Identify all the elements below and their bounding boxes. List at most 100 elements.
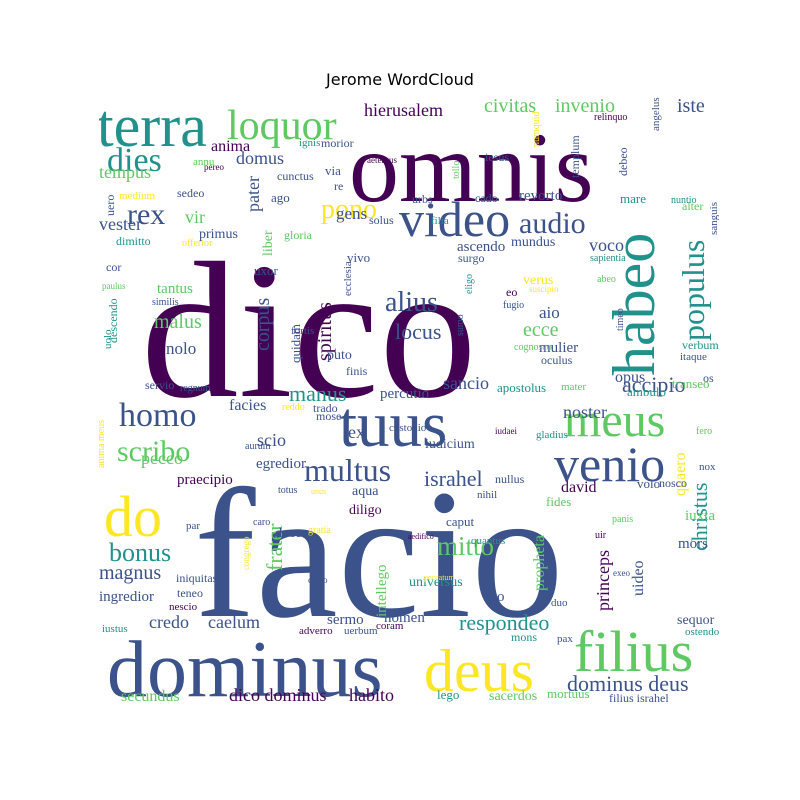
word-aqua: aqua: [352, 484, 379, 499]
word-opus: opus: [615, 369, 645, 386]
word-uero: uero: [103, 195, 117, 216]
word-alter: alter: [682, 199, 703, 213]
word-nihil: nihil: [477, 489, 497, 501]
word-par: par: [186, 520, 200, 532]
word-anima-meus: anima meus: [99, 420, 107, 468]
word-sancio: sancio: [443, 373, 489, 393]
word-manus: manus: [289, 381, 346, 406]
word-deus: deus: [424, 638, 534, 704]
word-re: re: [334, 179, 343, 193]
word-verus: verus: [523, 273, 553, 288]
word-pater: pater: [243, 176, 263, 212]
word-omnis: omnis: [349, 112, 593, 223]
word-pono: pono: [321, 194, 377, 225]
word-noster: noster: [563, 402, 607, 422]
word-percutio: percutio: [380, 386, 429, 402]
word-cognosco: cognosco: [514, 342, 552, 353]
word-mare: mare: [620, 191, 646, 206]
word-alius: alius: [385, 287, 438, 318]
word-aeternus: aeternus: [367, 155, 397, 165]
word-templum: templum: [568, 135, 582, 178]
word-gens: gens: [336, 204, 367, 223]
word-voco: voco: [589, 235, 624, 255]
word-pecco: pecco: [141, 448, 183, 468]
word-nullus: nullus: [495, 472, 525, 486]
word-hierusalem: hierusalem: [364, 100, 443, 120]
word-ago: ago: [271, 190, 290, 205]
word-multus: multus: [304, 452, 391, 488]
word-vester: vester: [99, 214, 142, 234]
word-ascendo: ascendo: [457, 239, 505, 255]
word-uxor: uxor: [254, 263, 279, 278]
word-regnum: regnum: [180, 383, 211, 394]
word-meus: meus: [564, 394, 665, 447]
word-cunctus: cunctus: [277, 169, 314, 183]
word-via: via: [325, 163, 341, 178]
word-quantus: quantus: [471, 535, 505, 547]
word-sto: sto: [487, 589, 505, 605]
word-iste: iste: [677, 96, 705, 117]
word-aio: aio: [539, 303, 560, 322]
word-propheta: propheta: [531, 535, 548, 591]
word-solus: solus: [369, 213, 394, 227]
word-exeo: exeo: [613, 568, 630, 578]
word-egredior: egredior: [256, 456, 306, 472]
word-ambulo: ambulo: [627, 384, 666, 399]
word-nolo: nolo: [166, 339, 196, 358]
word-descendo: descendo: [106, 298, 120, 343]
word-uolo: uolo: [102, 329, 114, 349]
word-caput: caput: [446, 514, 475, 529]
word-sacerdos: sacerdos: [489, 689, 537, 704]
word-gladius: gladius: [536, 429, 568, 441]
word-lego: lego: [437, 687, 459, 702]
word-numquid: numquid: [531, 111, 542, 147]
word-cado: cado: [475, 191, 498, 205]
word-similis: similis: [152, 297, 179, 308]
word-sapientia: sapientia: [590, 253, 626, 264]
word-loquor: loquor: [227, 103, 337, 149]
word-populus: populus: [675, 240, 711, 341]
word-coram: coram: [376, 620, 404, 632]
word-domus: domus: [236, 148, 284, 168]
word-locus: locus: [395, 319, 441, 344]
word-vivo: vivo: [347, 250, 370, 265]
word-facies: facies: [229, 397, 266, 414]
word-relinquo: relinquo: [594, 112, 627, 123]
word-invenio: invenio: [555, 96, 615, 117]
word-malus: malus: [154, 311, 202, 333]
word-fero: fero: [696, 426, 712, 437]
word-magnus: magnus: [99, 562, 161, 584]
wordcloud-canvas: dico facio omnis dominus terra tuus habeo video…: [99, 96, 719, 712]
word-nox: nox: [699, 461, 716, 473]
word-terra: terra: [99, 96, 207, 159]
word-praecipio: praecipio: [177, 472, 233, 488]
word-congrego: congrego: [241, 536, 251, 570]
word-habeo: habeo: [601, 233, 667, 376]
word-scio: scio: [257, 430, 286, 450]
word-christus: christus: [687, 483, 712, 551]
word-mitto: mitto: [437, 531, 494, 561]
word-mose: mose: [316, 409, 341, 423]
word-homo: homo: [119, 397, 196, 434]
word-uideo: uideo: [630, 560, 647, 596]
word-iudicium: iudicium: [425, 437, 475, 452]
word-iustus: iustus: [102, 623, 128, 635]
word-mundus: mundus: [511, 235, 555, 250]
word-transeo: transeo: [672, 376, 710, 391]
word-adverro: adverro: [299, 625, 333, 637]
word-dico: dico: [141, 223, 477, 439]
word-teneo: teneo: [177, 586, 203, 600]
word-suscipio: suscipio: [529, 284, 559, 294]
word-apostolus: apostolus: [497, 380, 546, 395]
word-unus: unus: [311, 487, 326, 496]
word-cor: cor: [106, 260, 121, 274]
word-tuus: tuus: [339, 389, 447, 461]
word-do: do: [104, 484, 162, 549]
word-liber: liber: [261, 230, 276, 256]
word-mors: mors: [678, 536, 708, 552]
word-medium: medium: [119, 190, 155, 202]
word-annu: annu: [193, 156, 215, 168]
word-gratia: gratia: [308, 525, 331, 536]
word-vir: vir: [185, 207, 205, 227]
word-primus: primus: [199, 227, 238, 242]
